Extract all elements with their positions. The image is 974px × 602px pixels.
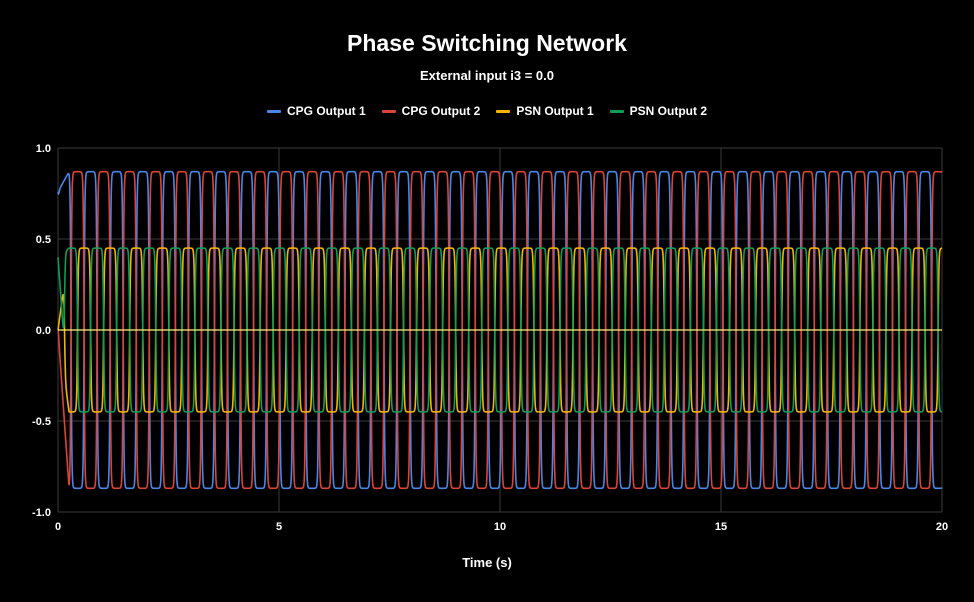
y-tick-label: 1.0 bbox=[36, 143, 51, 155]
legend-item-cpg-output-1[interactable]: CPG Output 1 bbox=[266, 104, 366, 118]
legend-label: PSN Output 1 bbox=[516, 104, 594, 118]
legend-label: PSN Output 2 bbox=[629, 104, 708, 118]
legend-swatch bbox=[609, 109, 624, 113]
chart-title: Phase Switching Network bbox=[347, 30, 627, 56]
y-tick-label: -0.5 bbox=[32, 416, 51, 428]
x-tick-label: 5 bbox=[276, 521, 282, 533]
y-tick-label: -1.0 bbox=[32, 507, 51, 519]
x-tick-label: 10 bbox=[494, 521, 506, 533]
legend-label: CPG Output 1 bbox=[286, 104, 366, 118]
series-cpg-output-1 bbox=[57, 170, 943, 490]
series-psn-output-2 bbox=[57, 247, 943, 413]
legend-swatch bbox=[266, 109, 281, 113]
legend-item-cpg-output-2[interactable]: CPG Output 2 bbox=[381, 104, 481, 118]
legend-label: CPG Output 2 bbox=[401, 104, 481, 118]
series-cpg-output-2 bbox=[57, 170, 943, 490]
legend-item-psn-output-2[interactable]: PSN Output 2 bbox=[609, 104, 708, 118]
legend-swatch bbox=[496, 109, 511, 113]
legend-swatch bbox=[381, 109, 396, 113]
y-tick-label: 0.5 bbox=[36, 234, 51, 246]
legend: CPG Output 1 CPG Output 2 PSN Output 1 P… bbox=[0, 104, 974, 118]
x-tick-label: 15 bbox=[715, 521, 727, 533]
x-axis-label: Time (s) bbox=[462, 555, 512, 570]
chart-subtitle: External input i3 = 0.0 bbox=[419, 68, 555, 83]
legend-item-psn-output-1[interactable]: PSN Output 1 bbox=[496, 104, 594, 118]
x-tick-label: 0 bbox=[55, 521, 61, 533]
x-tick-label: 20 bbox=[936, 521, 948, 533]
y-tick-label: 0.0 bbox=[36, 325, 51, 337]
